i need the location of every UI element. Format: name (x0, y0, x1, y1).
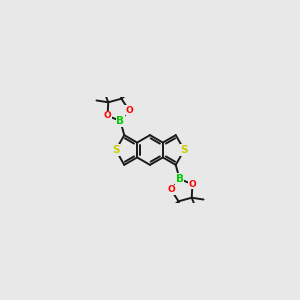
Text: B: B (116, 116, 124, 126)
Text: O: O (188, 180, 196, 189)
Text: S: S (112, 145, 120, 155)
Text: B: B (176, 174, 184, 184)
Text: O: O (167, 185, 175, 194)
Text: O: O (104, 111, 112, 120)
Text: S: S (180, 145, 188, 155)
Text: O: O (125, 106, 133, 115)
